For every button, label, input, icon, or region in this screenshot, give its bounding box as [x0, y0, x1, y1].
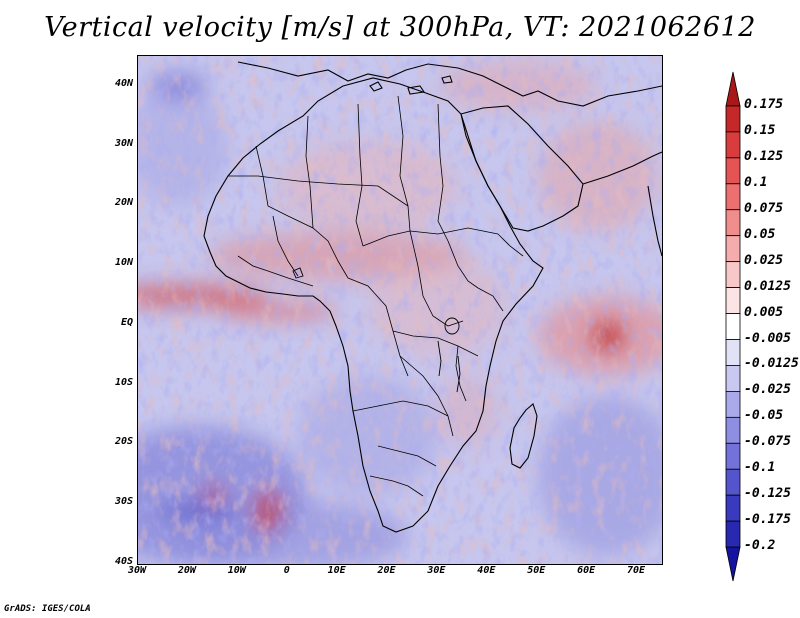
colorbar-label: -0.075	[744, 434, 791, 450]
colorbar-segment	[725, 365, 741, 392]
field-noise-downdraft	[138, 56, 662, 564]
colorbar-label: -0.025	[744, 382, 791, 398]
lon-tick-label: 20E	[377, 565, 396, 576]
colorbar-segment	[725, 261, 741, 288]
lat-tick-label: EQ	[120, 316, 133, 328]
map-title: Vertical velocity [m/s] at 300hPa, VT: 2…	[44, 12, 756, 43]
colorbar-label: -0.05	[744, 408, 784, 424]
lon-tick-label: 50E	[527, 565, 546, 576]
lat-tick-label: 30S	[114, 496, 133, 508]
map-panel	[137, 55, 663, 565]
lon-tick-label: 10E	[327, 565, 346, 576]
colorbar-segment	[725, 131, 741, 159]
lat-tick-label: 20S	[114, 436, 133, 448]
colorbar-segment	[725, 235, 741, 263]
lat-tick-label: 10S	[114, 376, 133, 388]
colorbar-segment	[725, 71, 741, 107]
colorbar-segment	[725, 494, 741, 522]
lat-tick-label: 30N	[114, 137, 133, 149]
lon-tick-label: 40E	[477, 565, 496, 576]
colorbar-segment	[725, 157, 741, 185]
inland-lakes	[292, 267, 461, 393]
lon-tick-label: 60E	[577, 565, 596, 576]
lat-tick-label: 40N	[114, 77, 133, 89]
colorbar-label: 0.125	[744, 148, 784, 164]
lon-tick-label: 20W	[177, 565, 196, 576]
colorbar-segment	[725, 520, 741, 548]
colorbar-label: -0.175	[744, 512, 791, 528]
colorbar-segment	[725, 390, 741, 418]
colorbar-segment	[725, 339, 741, 366]
colorbar-segment	[725, 442, 741, 470]
lon-tick-label: 10W	[227, 565, 246, 576]
colorbar-segment	[725, 546, 741, 582]
lon-tick-label: 0	[283, 565, 290, 576]
coastlines	[203, 61, 662, 533]
colorbar-label: 0.05	[744, 226, 776, 242]
lat-tick-label: 40S	[114, 556, 133, 567]
colorbar-segment	[725, 416, 741, 444]
colorbar-segment	[725, 105, 741, 133]
colorbar-label: 0.025	[744, 252, 784, 268]
colorbar-label: -0.005	[744, 330, 791, 346]
lat-tick-label: 10N	[114, 257, 133, 269]
lon-tick-label: 30E	[427, 565, 446, 576]
colorbar-label: 0.0125	[744, 278, 791, 294]
lon-tick-label: 70E	[627, 565, 646, 576]
colorbar-segment	[725, 287, 741, 314]
colorbar-label: 0.005	[744, 304, 784, 320]
colorbar-label: 0.075	[744, 200, 784, 216]
lon-tick-label: 30W	[127, 565, 147, 576]
country-borders	[228, 95, 524, 497]
colorbar-label: -0.125	[744, 486, 791, 502]
colorbar-segment	[725, 209, 741, 237]
colorbar-segment	[725, 468, 741, 496]
colorbar-label: 0.15	[744, 122, 776, 138]
colorbar-segment	[725, 313, 741, 340]
colorbar-label: -0.1	[744, 460, 776, 476]
colorbar-segment	[725, 183, 741, 211]
colorbar-label: 0.1	[744, 174, 768, 190]
lat-tick-label: 20N	[114, 197, 133, 209]
colorbar-label: -0.2	[744, 538, 776, 554]
vertical-velocity-field	[138, 56, 662, 564]
colorbar-label: 0.175	[744, 96, 784, 112]
footer-credit: GrADS: IGES/COLA	[4, 604, 91, 614]
colorbar-label: -0.0125	[744, 356, 799, 372]
